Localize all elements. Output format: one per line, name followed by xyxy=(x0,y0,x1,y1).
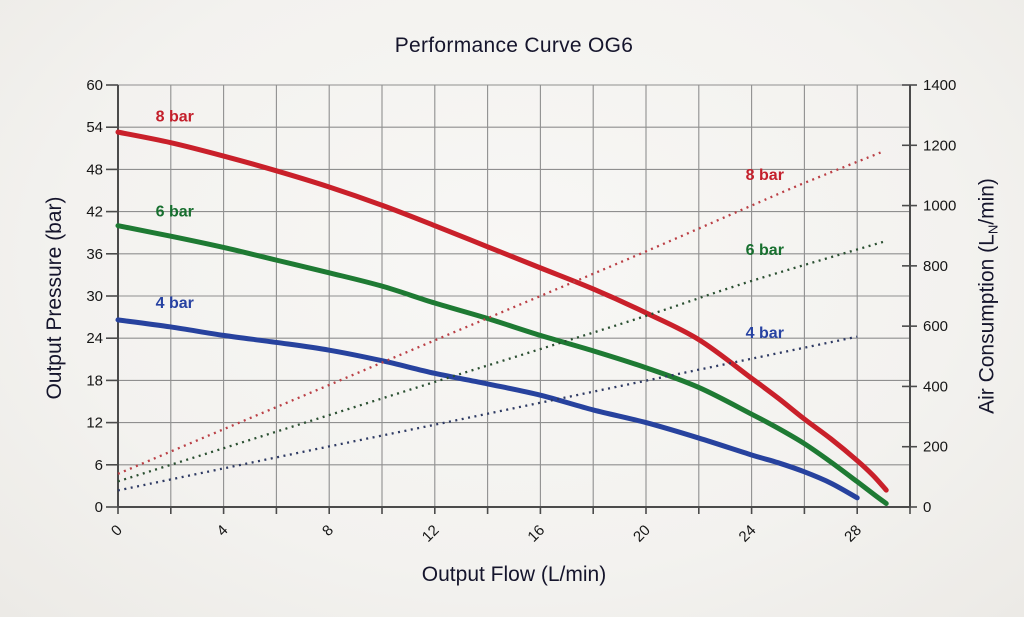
x-tick-label: 20 xyxy=(630,522,654,546)
curve-label-pressure-4bar: 4 bar xyxy=(156,295,194,312)
y-left-tick-label: 42 xyxy=(86,204,103,221)
y-right-tick-label: 600 xyxy=(923,318,948,335)
grid xyxy=(117,84,911,508)
y-right-tick-label: 800 xyxy=(923,258,948,275)
y-left-tick-label: 0 xyxy=(95,499,103,516)
y-left-tick-label: 36 xyxy=(86,246,103,263)
x-tick-label: 8 xyxy=(319,522,337,540)
y-left-tick-label: 12 xyxy=(86,415,103,432)
y-left-tick-label: 54 xyxy=(86,119,103,136)
curve-label-air-6bar: 6 bar xyxy=(746,242,784,259)
series-air-6bar xyxy=(117,240,884,483)
y-left-tick-label: 24 xyxy=(86,330,103,347)
x-tick-label: 0 xyxy=(108,522,126,540)
ticks xyxy=(106,84,917,514)
series-pressure-6bar xyxy=(115,223,889,506)
series-air-4bar xyxy=(117,335,858,492)
x-tick-label: 12 xyxy=(419,522,443,546)
x-tick-label: 24 xyxy=(736,522,760,546)
y-left-tick-label: 30 xyxy=(86,288,103,305)
x-tick-label: 28 xyxy=(841,522,865,546)
curve-label-air-8bar: 8 bar xyxy=(746,167,784,184)
y-left-tick-label: 18 xyxy=(86,372,103,389)
y-left-tick-label: 60 xyxy=(86,77,103,94)
y-right-tick-label: 1200 xyxy=(923,137,956,154)
curve-label-air-4bar: 4 bar xyxy=(746,325,784,342)
series-pressure-8bar xyxy=(115,129,889,493)
y-right-tick-label: 400 xyxy=(923,378,948,395)
x-axis-label: Output Flow (L/min) xyxy=(421,563,607,586)
curve-labels: 8 bar 6 bar 4 bar 8 bar 6 bar 4 bar xyxy=(156,109,784,342)
curve-label-pressure-8bar: 8 bar xyxy=(156,109,194,126)
chart-title: Performance Curve OG6 xyxy=(394,34,634,57)
series-pressure-4bar xyxy=(115,317,860,501)
tick-labels: 0 4 8 12 16 20 24 28061218243036424854600200400… xyxy=(86,77,956,546)
series xyxy=(115,129,889,506)
x-tick-label: 16 xyxy=(524,522,548,546)
y-left-tick-label: 48 xyxy=(86,161,103,178)
y-right-tick-label: 0 xyxy=(923,499,931,516)
curve-label-pressure-6bar: 6 bar xyxy=(156,204,194,221)
y-right-tick-label: 1400 xyxy=(923,77,956,94)
x-tick-label: 4 xyxy=(214,522,232,540)
y-right-tick-label: 200 xyxy=(923,439,948,456)
y-left-tick-label: 6 xyxy=(95,457,103,474)
y-right-tick-label: 1000 xyxy=(923,198,956,215)
